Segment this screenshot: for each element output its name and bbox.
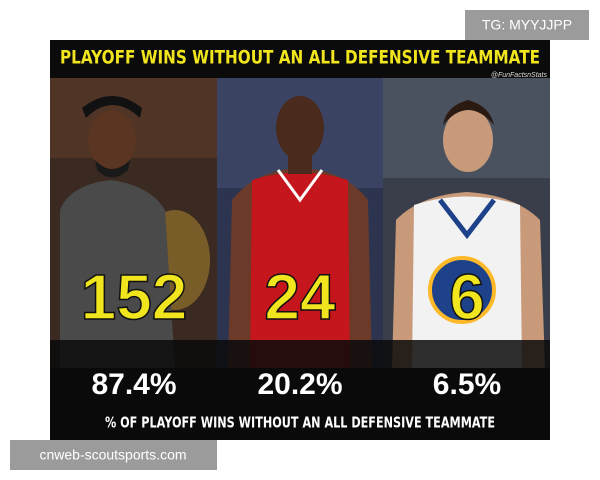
photo-left [50, 78, 217, 368]
percent-value: 87.4% [91, 368, 176, 401]
photo-middle [217, 78, 383, 368]
watermark-box [10, 440, 217, 470]
wins-value: 6 [449, 261, 485, 333]
bottom-shade [50, 340, 550, 440]
caption: % OF PLAYOFF WINS WITHOUT AN ALL DEFENSI… [105, 414, 495, 432]
watermark-top: TG: MYYJJPP [482, 17, 572, 33]
wins-value: 24 [264, 261, 336, 333]
wins-value: 152 [81, 261, 188, 333]
photo-right [383, 78, 550, 368]
percent-value: 6.5% [433, 368, 501, 401]
watermark-bottom: cnweb-scoutsports.com [39, 447, 186, 463]
handle: @FunFactsnStats [491, 72, 548, 79]
title: PLAYOFF WINS WITHOUT AN ALL DEFENSIVE TE… [60, 47, 540, 69]
watermark-box [465, 10, 589, 40]
percent-value: 20.2% [257, 368, 342, 401]
